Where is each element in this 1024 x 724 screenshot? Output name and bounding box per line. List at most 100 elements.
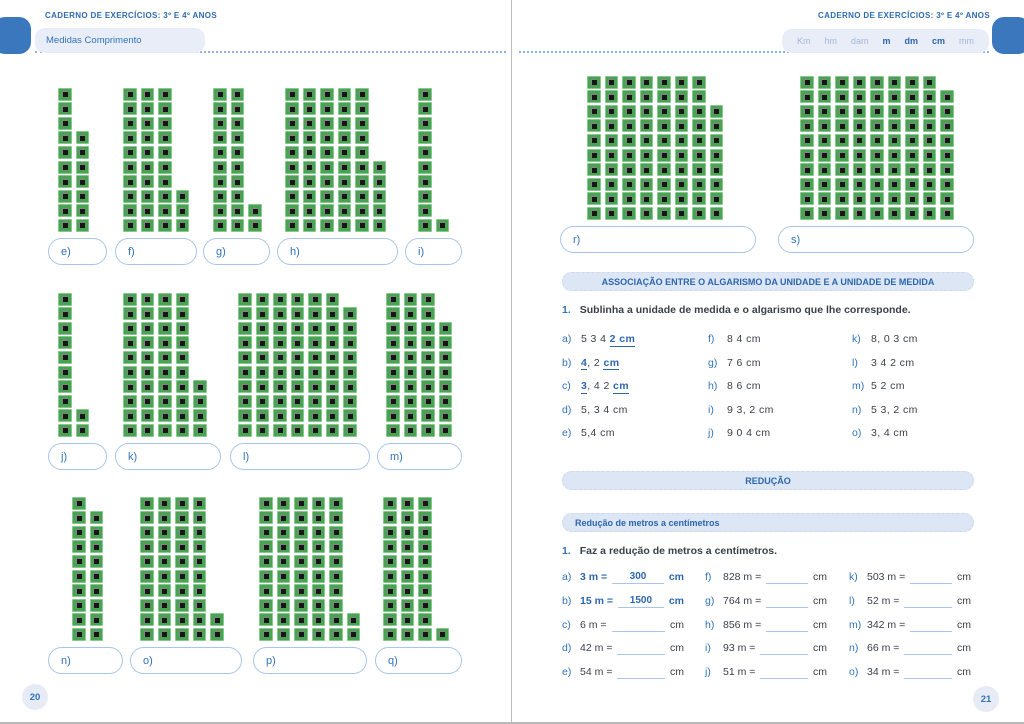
answer-box[interactable]: h) — [277, 238, 398, 265]
unit-cube — [123, 175, 137, 189]
unit-cube — [308, 321, 322, 335]
answer-blank[interactable] — [904, 678, 952, 680]
unit-cube — [329, 569, 343, 583]
answer-box[interactable]: o) — [130, 647, 242, 674]
unit-cube — [58, 336, 72, 350]
answer-blank[interactable] — [766, 583, 808, 584]
rod-set — [259, 496, 367, 641]
answer-box[interactable]: g) — [203, 238, 270, 265]
association-column: k) 8, 0 3 cm l) 3 4 2 cm m) 5 2 cm n) 5 3, 2 cm… — [852, 332, 918, 440]
cube-dot-icon — [838, 122, 845, 129]
answer-box[interactable]: n) — [48, 647, 123, 674]
cube-dot-icon — [179, 222, 186, 229]
unit-cube — [800, 206, 814, 220]
cube-dot-icon — [179, 296, 186, 303]
unit-cube — [418, 189, 432, 203]
answer-blank[interactable] — [760, 678, 808, 680]
association-item[interactable]: h) 8 6 cm — [708, 379, 774, 393]
unit-cube — [587, 104, 601, 118]
answer-box[interactable]: e) — [48, 238, 107, 265]
answer-blank[interactable] — [904, 654, 952, 656]
cube-dot-icon — [93, 514, 100, 521]
left-page: CADERNO DE EXERCÍCIOS: 3º E 4º ANOS Medi… — [0, 0, 511, 722]
association-item[interactable]: c) 3, 4 2 cm — [562, 379, 635, 394]
cube-dot-icon — [161, 500, 168, 507]
cube-dot-icon — [421, 164, 428, 171]
answer-blank[interactable] — [766, 606, 808, 608]
unit-cube — [320, 204, 334, 218]
unit-cube — [320, 116, 334, 130]
association-item[interactable]: b) 4, 2 cm — [562, 356, 635, 370]
answer-box[interactable]: q) — [375, 647, 462, 674]
answer-blank[interactable] — [910, 583, 952, 584]
association-item[interactable]: i) 9 3, 2 cm — [708, 403, 774, 417]
cube-dot-icon — [306, 164, 313, 171]
association-item[interactable]: m) 5 2 cm — [852, 379, 918, 393]
association-item[interactable]: l) 3 4 2 cm — [852, 356, 918, 370]
unit-cube — [587, 119, 601, 133]
unit-cube — [325, 394, 339, 408]
base-ten-rod — [123, 292, 137, 437]
unit-cube — [400, 525, 414, 539]
cube-dot-icon — [908, 79, 915, 86]
answer-box[interactable]: l) — [230, 443, 370, 470]
unit-cube — [692, 206, 706, 220]
association-item[interactable]: d) 5, 3 4 cm — [562, 403, 635, 417]
association-item[interactable]: j) 9 0 4 cm — [708, 426, 774, 440]
answer-blank[interactable]: 300 — [612, 570, 664, 584]
unit-cube — [123, 336, 137, 350]
base-ten-rod — [294, 496, 308, 641]
cube-dot-icon — [608, 137, 615, 144]
topic-tab-label: Medidas Comprimento — [46, 35, 142, 46]
association-item[interactable]: g) 7 6 cm — [708, 356, 774, 370]
answer-box-label: k) — [128, 450, 138, 463]
answer-blank[interactable] — [904, 606, 952, 608]
answer-box[interactable]: f) — [115, 238, 197, 265]
cube-dot-icon — [315, 543, 322, 550]
cube-dot-icon — [891, 122, 898, 129]
unit-cube — [852, 133, 866, 148]
association-item[interactable]: e) 5,4 cm — [562, 426, 635, 440]
association-item[interactable]: k) 8, 0 3 cm — [852, 332, 918, 346]
answer-blank[interactable] — [617, 654, 665, 656]
answer-blank[interactable] — [611, 630, 665, 632]
item-label: o) — [849, 666, 859, 679]
unit-cube — [230, 116, 244, 130]
answer-blank[interactable] — [766, 630, 808, 632]
association-item[interactable]: n) 5 3, 2 cm — [852, 403, 918, 417]
answer-blank[interactable] — [910, 630, 952, 632]
association-item[interactable]: f) 8 4 cm — [708, 332, 774, 346]
association-item[interactable]: a) 5 3 4 2 cm — [562, 332, 636, 347]
unit-cube — [435, 218, 449, 232]
answer-box[interactable]: i) — [405, 238, 462, 265]
answer-box[interactable]: p) — [253, 647, 367, 674]
answer-box[interactable]: s) — [778, 226, 974, 253]
answer-blank[interactable] — [760, 654, 808, 656]
answer-box[interactable]: j) — [48, 443, 107, 470]
cube-dot-icon — [421, 500, 428, 507]
answer-box[interactable]: m) — [377, 443, 462, 470]
association-item[interactable]: o) 3, 4 cm — [852, 426, 918, 440]
reduction-item: e) 54 m = cm — [562, 665, 684, 680]
answer-blank[interactable]: 1500 — [617, 594, 664, 608]
measure-text: 3 4 2 cm — [871, 356, 914, 370]
unit-cube — [175, 350, 189, 365]
unit-cube — [192, 496, 206, 510]
cube-dot-icon — [297, 500, 304, 507]
unit-cube — [58, 321, 72, 335]
cube-dot-icon — [276, 383, 283, 390]
cube-dot-icon — [144, 383, 151, 390]
reduction-column: k) 503 m = cm l) 52 m = cm m) 342 m = cm n) 66 m =… — [849, 570, 971, 680]
unit-cube — [337, 102, 351, 116]
unit-cube — [325, 350, 339, 365]
question-text: 52 m = — [867, 594, 900, 607]
plain-part: 5 3, 2 cm — [871, 403, 918, 416]
base-ten-rod — [72, 496, 86, 641]
cube-dot-icon — [179, 325, 186, 332]
answer-box[interactable]: r) — [560, 226, 756, 253]
unit-cube — [418, 145, 432, 160]
cube-dot-icon — [608, 166, 615, 173]
answer-blank[interactable] — [617, 678, 665, 680]
unit-cube — [905, 206, 919, 220]
answer-box[interactable]: k) — [115, 443, 221, 470]
